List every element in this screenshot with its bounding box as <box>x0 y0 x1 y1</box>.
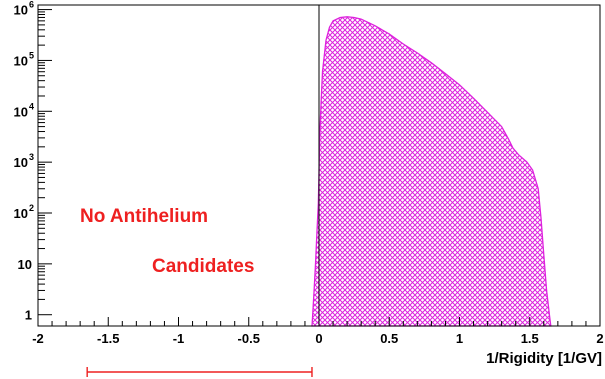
y-tick-label: 10 <box>14 53 28 68</box>
y-tick-exponent: 6 <box>29 0 34 10</box>
x-tick-label: -1.5 <box>97 331 119 346</box>
y-tick-exponent: 5 <box>29 50 34 60</box>
distribution-area <box>311 16 552 327</box>
x-tick-label: 1 <box>456 331 463 346</box>
annotation-no-antihelium: No Antihelium <box>80 206 208 227</box>
y-tick-label: 10 <box>14 3 28 18</box>
x-tick-label: 1.5 <box>521 331 539 346</box>
x-tick-label: 2 <box>596 331 603 346</box>
x-tick-label: 0 <box>315 331 322 346</box>
x-tick-label: -1 <box>173 331 185 346</box>
y-tick-exponent: 3 <box>29 152 34 162</box>
y-tick-exponent: 2 <box>29 203 34 213</box>
y-tick-exponent: 4 <box>29 101 34 111</box>
annotation-candidates: Candidates <box>152 256 254 277</box>
y-tick-label: 10 <box>14 155 28 170</box>
axes-layer <box>37 4 601 327</box>
x-tick-label: 0.5 <box>380 331 398 346</box>
x-tick-label: -2 <box>32 331 44 346</box>
range-bar <box>86 367 313 377</box>
y-tick-label: 1 <box>25 308 32 323</box>
y-tick-label: 10 <box>14 206 28 221</box>
x-tick-label: -0.5 <box>238 331 260 346</box>
y-tick-label: 10 <box>14 104 28 119</box>
y-tick-label: 10 <box>18 257 32 272</box>
distribution-fill-layer <box>311 16 552 327</box>
x-axis-title: 1/Rigidity [1/GV] <box>486 350 602 367</box>
